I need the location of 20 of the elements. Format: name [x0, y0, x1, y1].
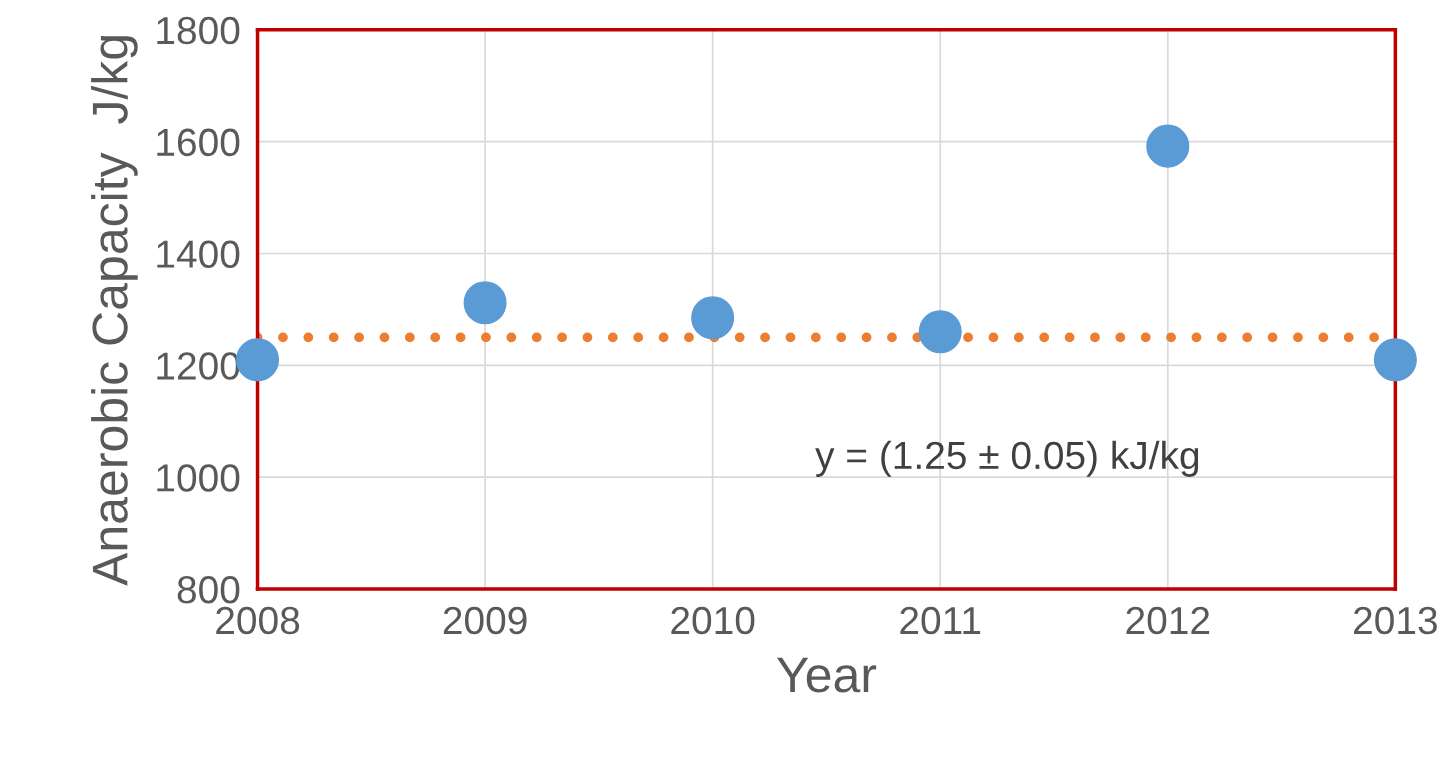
x-tick-label: 2013	[1354, 606, 1437, 635]
y-tick-label: 800	[177, 575, 240, 604]
x-tick-label: 2011	[900, 606, 981, 635]
x-tick-label: 2009	[443, 606, 527, 635]
y-axis-title: Anaerobic Capacity J/kg	[91, 36, 138, 586]
y-tick-label: 1000	[157, 464, 240, 492]
annotation: y = (1.25 ± 0.05) kJ/kg	[815, 440, 1199, 477]
y-tick-label: 1600	[157, 128, 240, 157]
point	[463, 281, 507, 325]
x-axis-title: Year	[777, 657, 877, 693]
y-tick-label: 1800	[157, 16, 240, 45]
x-tick-label: 2012	[1126, 606, 1210, 635]
x-tick-label: 2008	[216, 606, 300, 635]
point	[918, 310, 962, 354]
point	[1373, 338, 1417, 382]
point	[1146, 124, 1190, 168]
point	[691, 296, 735, 340]
y-tick-label: 1400	[157, 240, 240, 268]
y-tick-label: 1200	[157, 352, 240, 380]
x-tick-label: 2010	[671, 606, 755, 635]
